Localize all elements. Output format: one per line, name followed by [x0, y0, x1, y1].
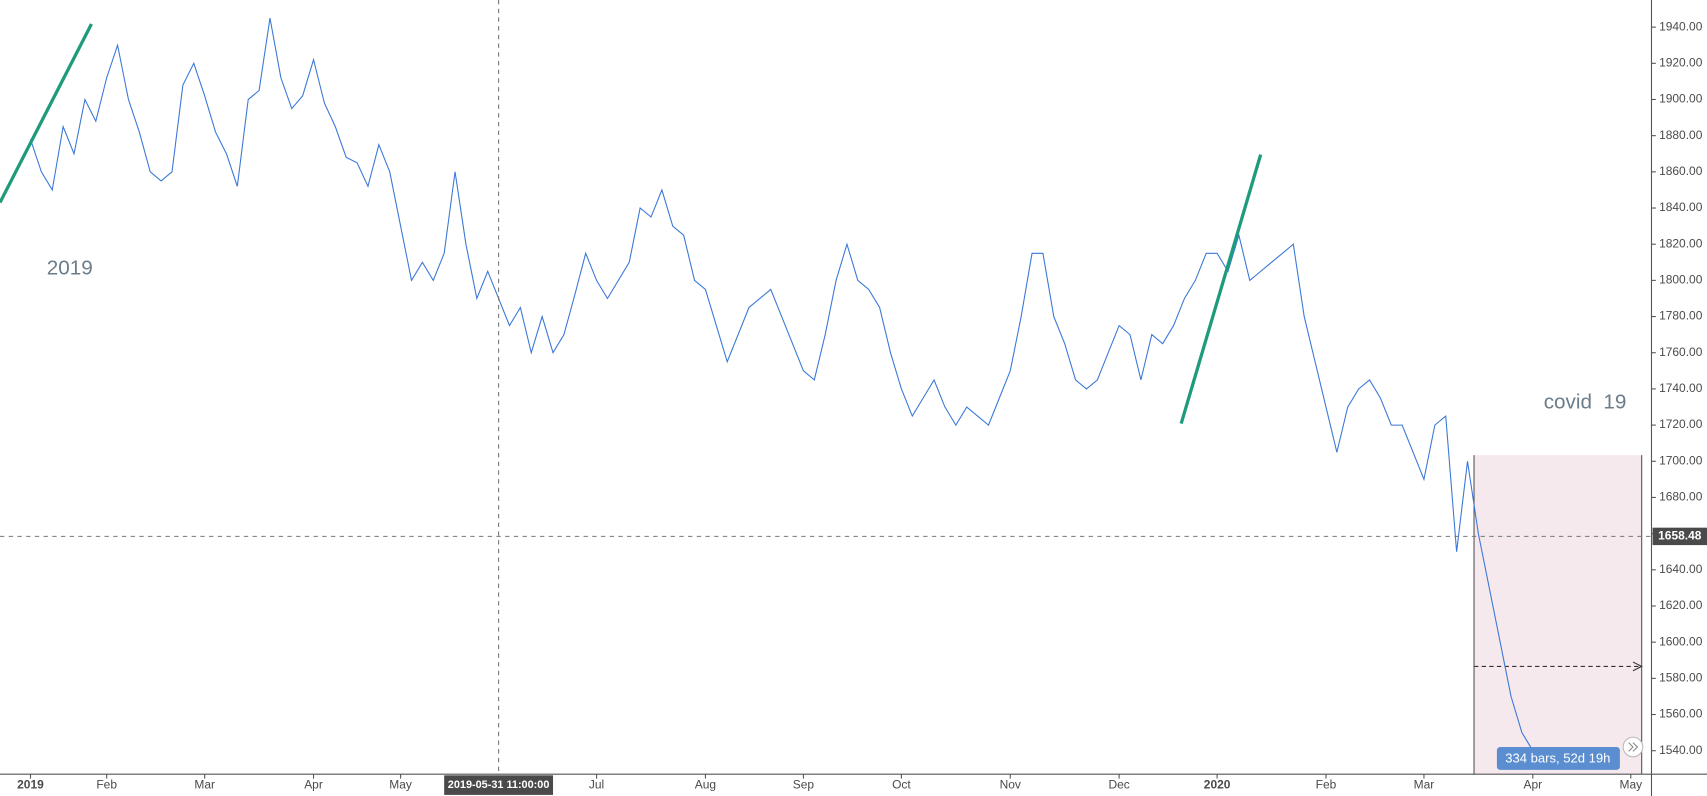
x-tick-label: Feb [96, 777, 117, 791]
y-tick-label: 1780.00 [1659, 309, 1703, 323]
x-tick-label: Feb [1316, 777, 1337, 791]
y-tick-label: 1700.00 [1659, 453, 1703, 467]
y-tick-label: 1740.00 [1659, 381, 1703, 395]
measure-arrow [1632, 661, 1643, 672]
price-line [29, 17, 1534, 751]
trend-line [0, 23, 93, 204]
x-tick-label: Apr [1523, 777, 1542, 791]
x-tick-label: Dec [1108, 777, 1129, 791]
y-tick-label: 1620.00 [1659, 598, 1703, 612]
y-tick-label: 1760.00 [1659, 345, 1703, 359]
y-tick-label: 1580.00 [1659, 671, 1703, 685]
y-tick-label: 1940.00 [1659, 19, 1703, 33]
x-tick-label: Jul [589, 777, 604, 791]
y-tick-label: 1880.00 [1659, 128, 1703, 142]
x-tick-label: Oct [892, 777, 911, 791]
y-tick-label: 1840.00 [1659, 200, 1703, 214]
plot [29, 17, 1534, 751]
y-tick-label: 1680.00 [1659, 490, 1703, 504]
y-tick-label: 1540.00 [1659, 743, 1703, 757]
trend-line [1179, 154, 1263, 425]
x-tick-label: Nov [1000, 777, 1021, 791]
y-tick-label: 1720.00 [1659, 417, 1703, 431]
x-tick-label: Mar [1414, 777, 1435, 791]
x-tick-label: May [1619, 777, 1642, 791]
measure-label-box [1496, 746, 1620, 770]
y-tick-label: 1860.00 [1659, 164, 1703, 178]
y-tick-label: 1920.00 [1659, 55, 1703, 69]
x-tick-label: Mar [194, 777, 215, 791]
y-tick-label: 1900.00 [1659, 92, 1703, 106]
measure-box [1474, 455, 1642, 775]
crosshair-price: 1658.48 [1658, 529, 1702, 543]
y-tick-label: 1800.00 [1659, 273, 1703, 287]
x-tick-label: 2020 [1204, 777, 1231, 791]
x-tick-label: Sep [793, 777, 815, 791]
measure-label: 334 bars, 52d 19h [1505, 750, 1610, 765]
annotation: covid 19 [1544, 390, 1627, 413]
crosshair-time-box [444, 775, 554, 795]
x-tick-label: Apr [304, 777, 323, 791]
annotation: 2019 [47, 256, 93, 279]
x-tick-label: Aug [695, 777, 716, 791]
x-tick-label: 2019 [17, 777, 44, 791]
x-tick-label: May [389, 777, 412, 791]
crosshair-time: 2019-05-31 11:00:00 [448, 779, 550, 791]
scroll-icon [1628, 742, 1639, 752]
crosshair-price-box [1652, 527, 1707, 546]
y-tick-label: 1560.00 [1659, 707, 1703, 721]
y-tick-label: 1640.00 [1659, 562, 1703, 576]
y-tick-label: 1820.00 [1659, 236, 1703, 250]
y-tick-label: 1600.00 [1659, 634, 1703, 648]
